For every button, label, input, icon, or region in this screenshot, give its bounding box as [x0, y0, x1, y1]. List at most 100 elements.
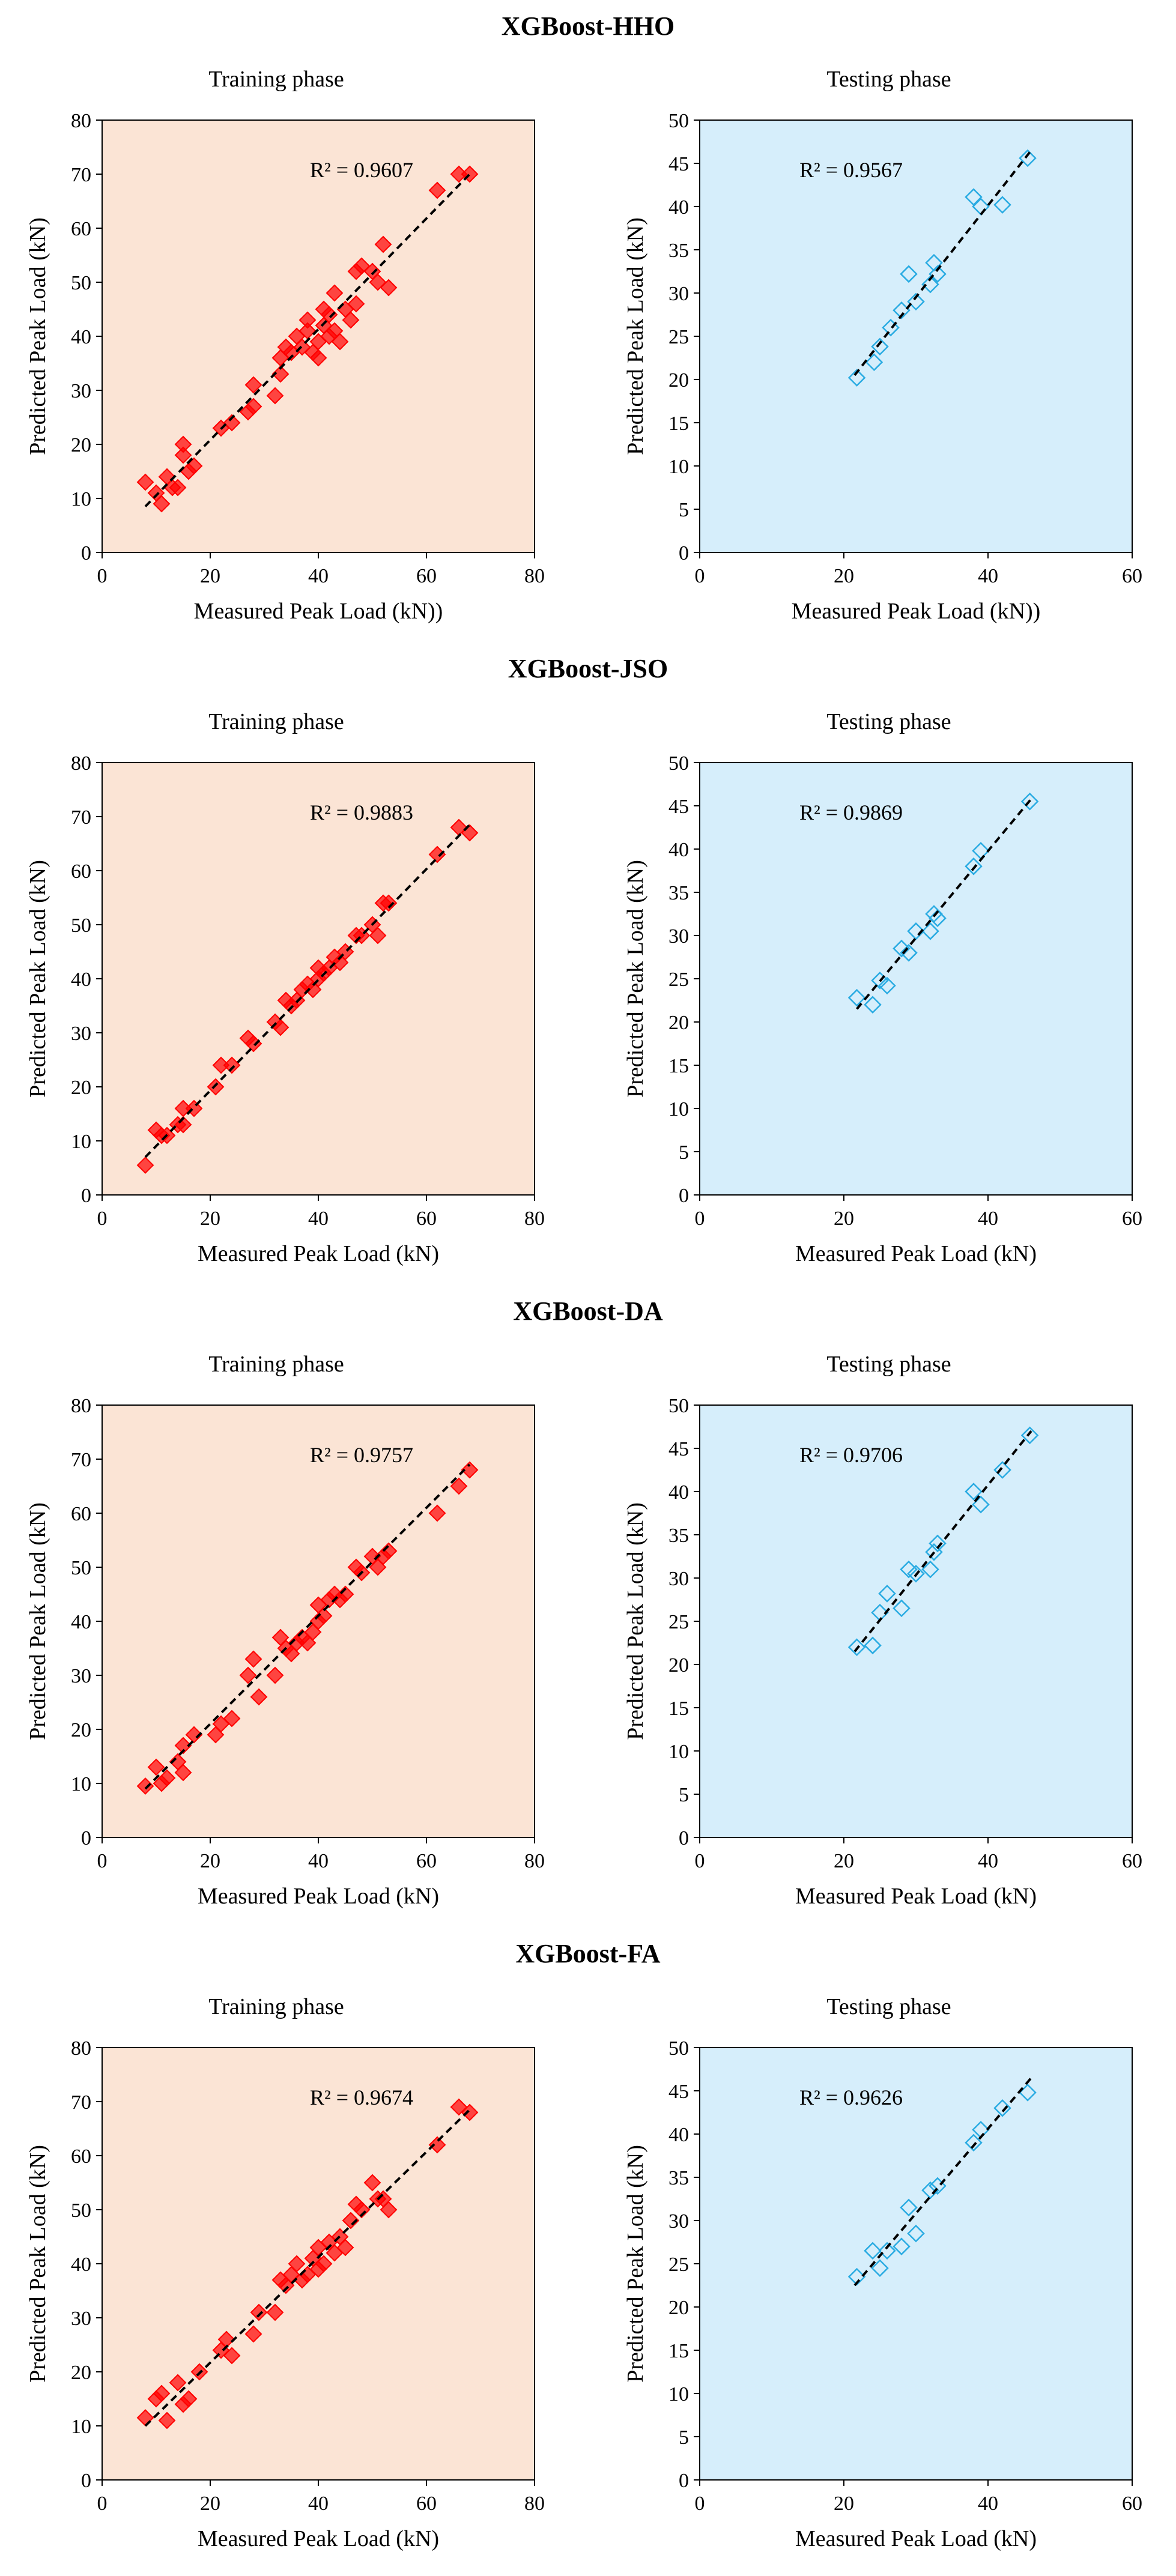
r-squared-annotation: R² = 0.9674: [310, 2085, 413, 2109]
data-point: [136, 473, 154, 491]
data-point: [907, 922, 925, 940]
x-tick-label: 0: [97, 2493, 108, 2515]
y-axis-label: Predicted Peak Load (kN): [25, 217, 50, 455]
y-tick-label: 30: [668, 1568, 689, 1590]
x-tick-label: 0: [97, 565, 108, 587]
x-axis-label: Measured Peak Load (kN): [198, 2526, 439, 2551]
x-tick-label: 60: [1122, 1208, 1142, 1230]
data-point: [169, 2374, 187, 2392]
y-tick-label: 60: [71, 1503, 91, 1525]
x-axis-label: Measured Peak Load (kN): [198, 1884, 439, 1909]
plot-area: [699, 1404, 1133, 1838]
x-tick-label: 20: [834, 1208, 854, 1230]
y-tick-label: 45: [668, 2081, 689, 2103]
y-axis-label: Predicted Peak Load (kN): [623, 1502, 648, 1740]
data-point: [309, 349, 327, 367]
y-tick-label: 15: [668, 2340, 689, 2362]
y-tick-label: 15: [668, 1055, 689, 1077]
y-tick-label: 10: [71, 1773, 91, 1795]
chart-jso-training: 0 10 20 30 40 50 60 70 80 0 20 40 60 80 Measured Peak …: [25, 752, 545, 1266]
y-tick-label: 15: [668, 413, 689, 435]
trendline: [856, 798, 1032, 1010]
y-tick-label: 0: [679, 2470, 689, 2492]
y-tick-label: 30: [668, 2210, 689, 2233]
y-tick-label: 30: [71, 2308, 91, 2330]
data-point: [244, 2325, 262, 2343]
x-tick-label: 60: [416, 1208, 437, 1230]
data-point: [374, 235, 392, 253]
data-point: [266, 387, 284, 405]
y-tick-label: 20: [668, 1012, 689, 1034]
x-tick-label: 0: [695, 1850, 705, 1872]
data-point: [336, 2239, 354, 2257]
data-point: [921, 275, 939, 294]
data-point: [1019, 149, 1037, 168]
data-point: [965, 1483, 983, 1501]
y-tick-label: 20: [668, 2297, 689, 2319]
data-point: [223, 1710, 241, 1728]
y-tick-label: 80: [71, 1395, 91, 1417]
data-point: [223, 1056, 241, 1074]
trendline: [144, 1463, 471, 1790]
y-tick-label: 50: [71, 272, 91, 294]
data-point: [428, 1504, 446, 1522]
data-point: [353, 2201, 371, 2219]
data-point: [900, 1560, 918, 1579]
y-tick-label: 20: [71, 2362, 91, 2384]
data-point: [965, 857, 983, 875]
data-point: [174, 1764, 192, 1782]
data-point: [893, 1599, 911, 1618]
chart-fa-training: 0 10 20 30 40 50 60 70 80 0 20 40 60 80 Measured Peak …: [25, 2037, 545, 2551]
data-point: [266, 1666, 284, 1684]
x-tick-label: 60: [1122, 1850, 1142, 1872]
data-point: [336, 1585, 354, 1603]
x-tick-label: 80: [524, 1208, 545, 1230]
y-tick-label: 0: [679, 542, 689, 564]
data-point: [871, 972, 889, 990]
data-point: [893, 2237, 911, 2255]
y-tick-label: 25: [668, 1611, 689, 1633]
y-tick-label: 35: [668, 240, 689, 262]
trendline: [853, 1430, 1032, 1652]
y-tick-label: 50: [668, 1395, 689, 1417]
data-point: [921, 922, 939, 940]
y-tick-label: 40: [668, 1481, 689, 1504]
data-point: [878, 1585, 896, 1603]
r-squared-annotation: R² = 0.9706: [799, 1443, 903, 1467]
trendline: [144, 824, 471, 1158]
data-point: [244, 376, 262, 394]
phase-title-train-hho: Training phase: [208, 67, 344, 92]
data-point: [315, 2255, 333, 2273]
data-point: [250, 1688, 268, 1706]
y-tick-label: 70: [71, 164, 91, 186]
group-title-jso: XGBoost-JSO: [508, 654, 668, 683]
x-tick-label: 40: [978, 2493, 998, 2515]
y-tick-label: 40: [71, 326, 91, 348]
y-tick-label: 10: [668, 456, 689, 478]
data-point: [266, 2303, 284, 2321]
y-tick-label: 40: [668, 2124, 689, 2146]
data-point: [907, 292, 925, 311]
x-tick-label: 0: [695, 565, 705, 587]
data-point: [288, 2255, 306, 2273]
y-tick-label: 20: [71, 1077, 91, 1099]
data-point: [180, 2390, 198, 2408]
data-point: [169, 479, 187, 497]
group-title-hho: XGBoost-HHO: [501, 11, 675, 41]
phase-title-train-fa: Training phase: [208, 1994, 344, 2019]
data-point: [147, 1758, 165, 1776]
y-tick-label: 20: [668, 369, 689, 392]
y-tick-label: 50: [668, 2037, 689, 2060]
r-squared-annotation: R² = 0.9883: [310, 800, 413, 824]
y-axis-label: Predicted Peak Load (kN): [25, 860, 50, 1098]
x-tick-label: 80: [524, 1850, 545, 1872]
data-point: [380, 1542, 398, 1560]
data-point: [929, 265, 947, 283]
data-point: [847, 1638, 866, 1656]
y-tick-label: 0: [679, 1185, 689, 1207]
data-point: [882, 318, 900, 337]
y-tick-label: 40: [71, 1611, 91, 1633]
y-tick-label: 15: [668, 1698, 689, 1720]
data-point: [342, 311, 360, 329]
y-tick-label: 0: [81, 542, 91, 564]
